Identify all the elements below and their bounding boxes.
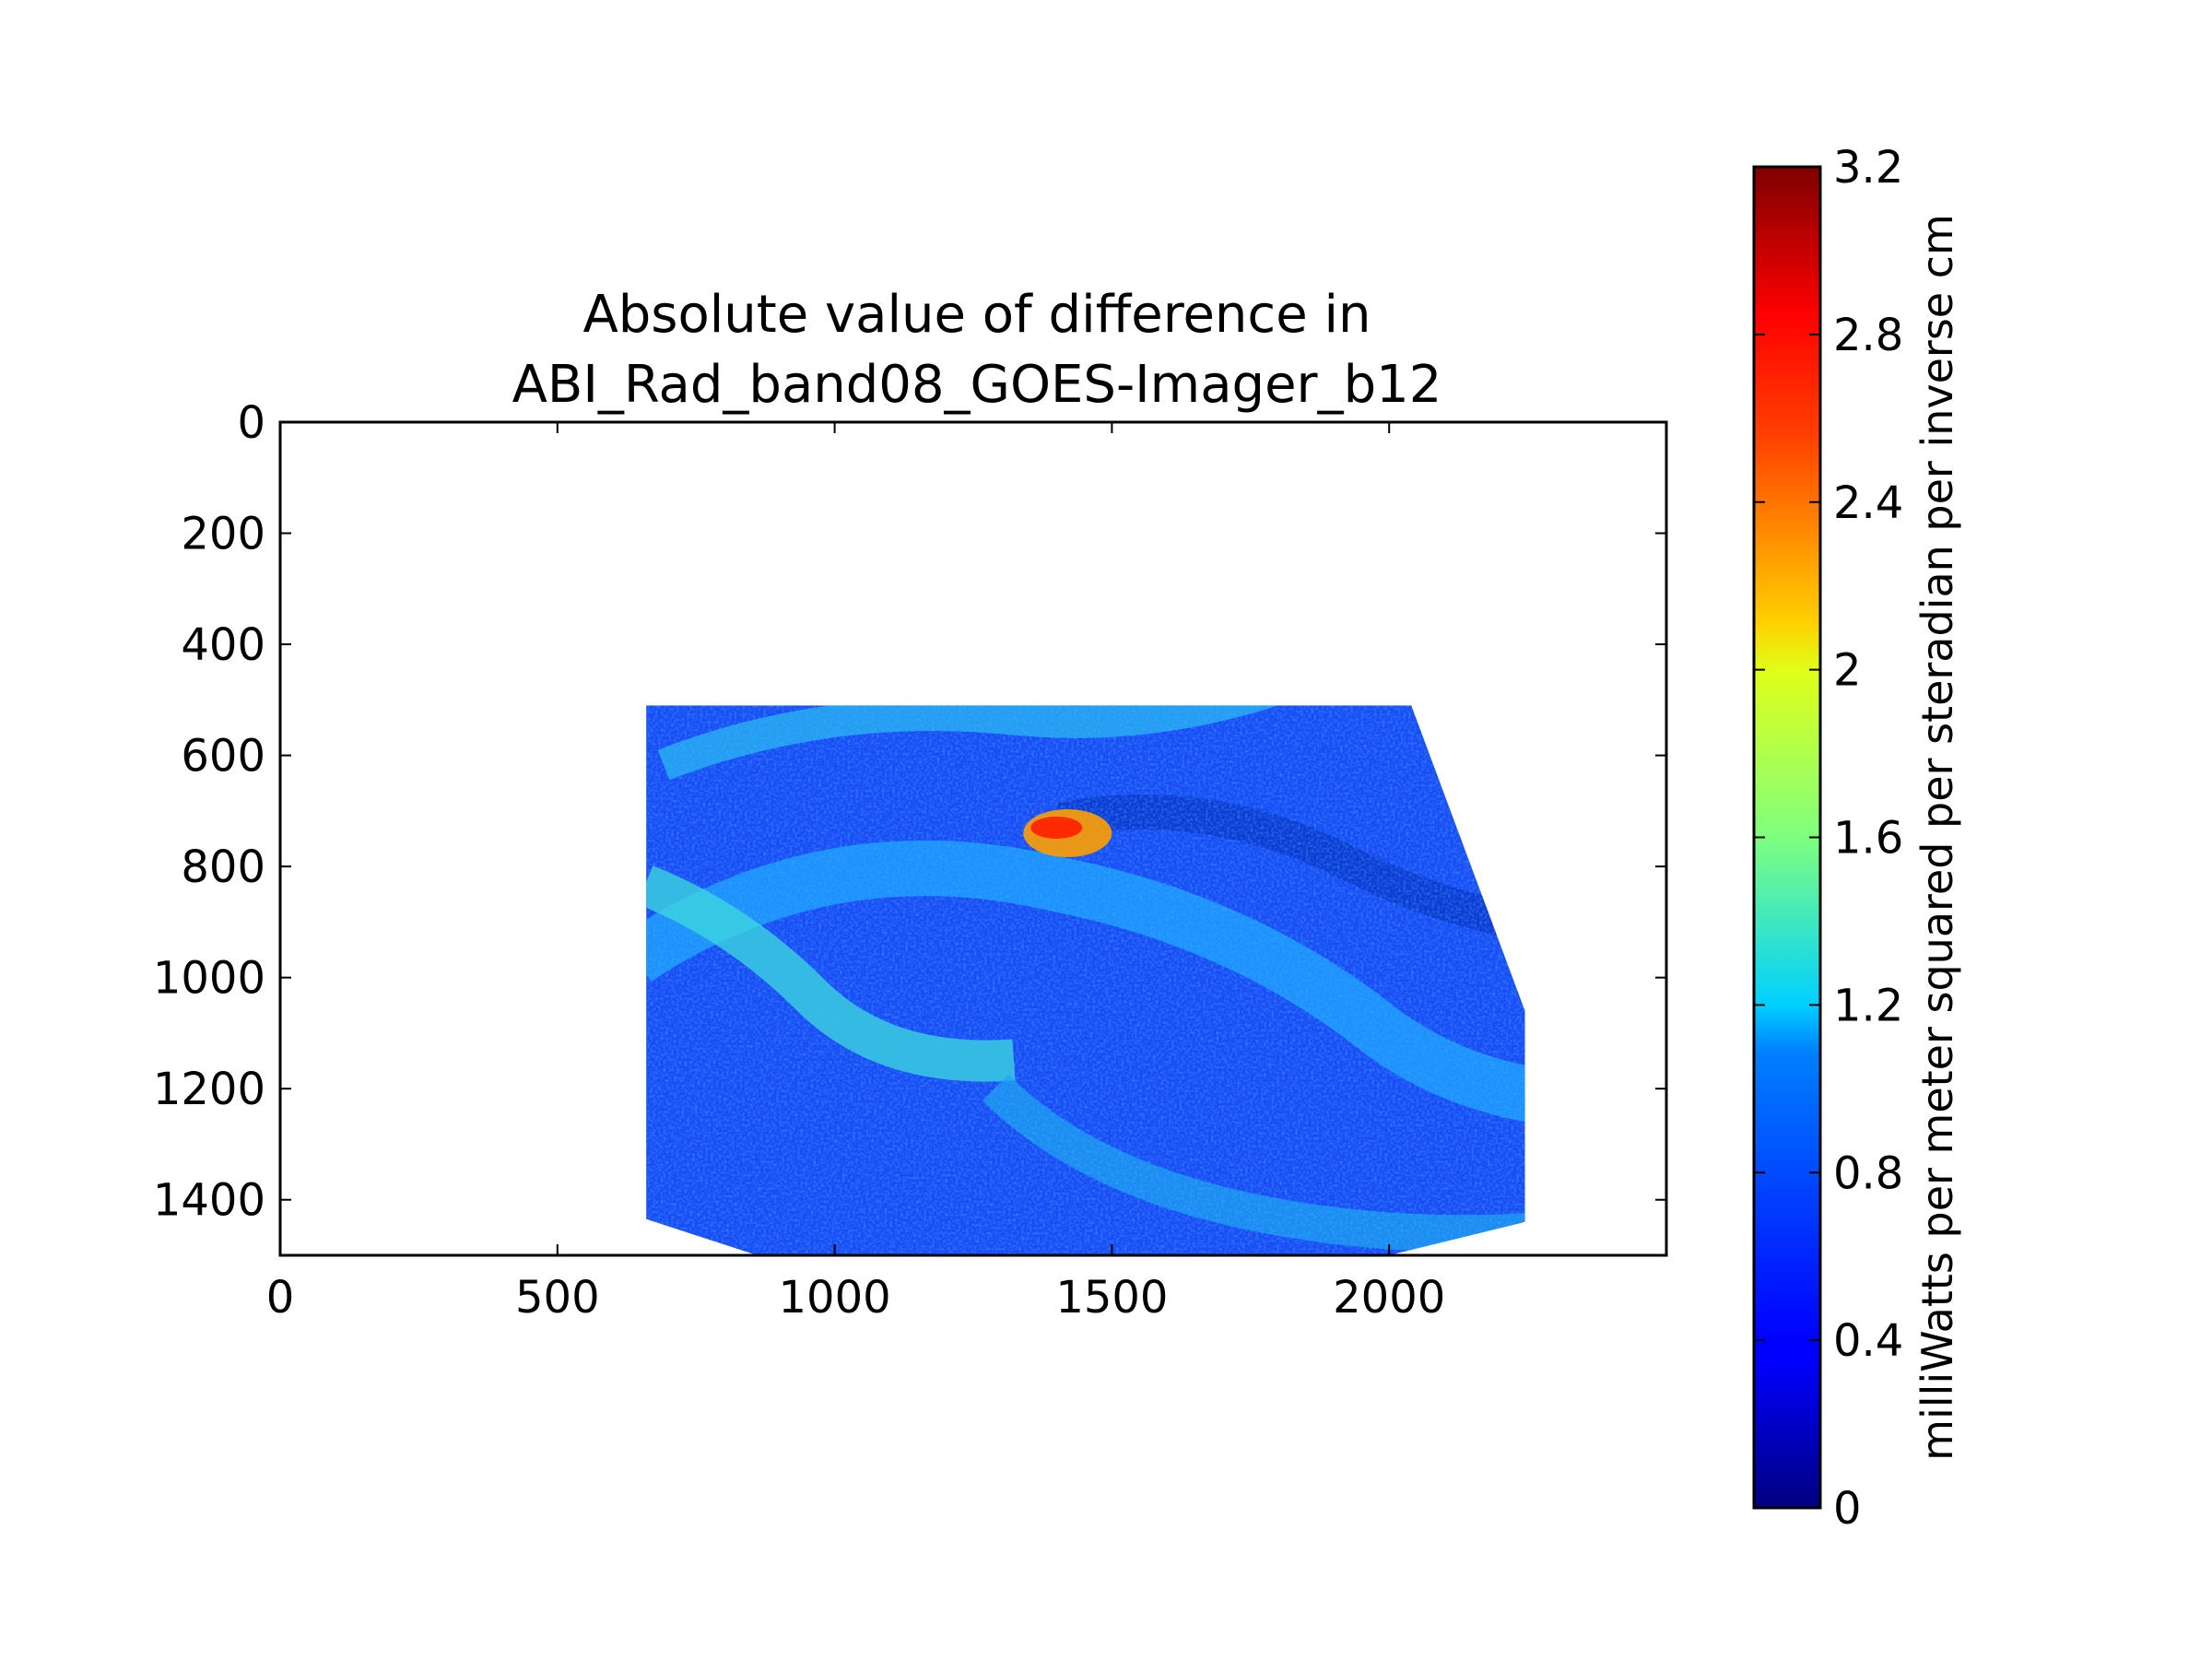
x-tick-label: 1000 [779, 1272, 891, 1324]
x-tick-label: 1500 [1055, 1272, 1168, 1324]
hotspot-core [1030, 816, 1083, 839]
axes-frame [278, 420, 1668, 1257]
colorbar-tick-label: 1.6 [1833, 813, 1903, 865]
chart-title-line-1: Absolute value of difference in [582, 285, 1371, 345]
heatmap-noise [646, 705, 1525, 1255]
y-tick-label: 1000 [153, 953, 265, 1005]
y-tick-label: 800 [181, 841, 265, 893]
axes: 0 500 1000 1500 2000 0 200 400 600 800 1000 1200 140… [153, 397, 1668, 1324]
y-tick-label: 400 [181, 619, 265, 671]
plot-area [646, 705, 1525, 1255]
colorbar-tick-label: 3.2 [1833, 142, 1903, 194]
colorbar-tick-label: 0 [1833, 1483, 1862, 1535]
y-tick-label: 1200 [153, 1064, 265, 1115]
colorbar-tick-label: 2 [1833, 645, 1862, 697]
chart-title-line-2: ABI_Rad_band08_GOES-Imager_b12 [512, 355, 1442, 415]
colorbar-label: milliWatts per meter squared per steradi… [1912, 214, 1962, 1461]
y-tick-label: 1400 [153, 1175, 265, 1227]
colorbar-tick-label: 0.4 [1833, 1315, 1903, 1367]
y-tick-label: 200 [181, 509, 265, 560]
colorbar-tick-label: 2.4 [1833, 477, 1903, 529]
heatmap-image [646, 705, 1525, 1255]
colorbar-tick-label: 0.8 [1833, 1147, 1903, 1199]
x-tick-label: 0 [266, 1272, 295, 1324]
x-tick-label: 500 [515, 1272, 600, 1324]
y-tick-label: 600 [181, 731, 265, 782]
x-tick-label: 2000 [1333, 1272, 1445, 1324]
y-tick-label: 0 [237, 397, 265, 449]
colorbar-tick-label: 2.8 [1833, 310, 1903, 361]
colorbar-tick-label: 1.2 [1833, 980, 1903, 1031]
